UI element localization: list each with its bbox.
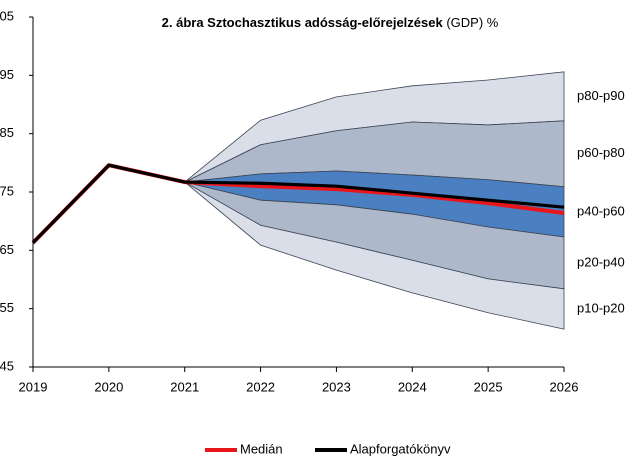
x-tick-label: 2024 xyxy=(398,379,427,394)
series-line xyxy=(31,163,565,244)
chart-title: 2. ábra Sztochasztikus adósság-előrejelz… xyxy=(162,15,499,30)
y-tick-label: 85 xyxy=(0,125,14,140)
band-label: p20-p40 xyxy=(577,254,625,269)
x-tick-label: 2023 xyxy=(322,379,351,394)
y-tick-label: 95 xyxy=(0,67,14,82)
band-label: p80-p90 xyxy=(577,88,625,103)
x-tick-label: 2019 xyxy=(19,379,48,394)
x-tick-label: 2022 xyxy=(246,379,275,394)
x-tick-label: 2026 xyxy=(550,379,579,394)
y-tick-label: 105 xyxy=(0,8,14,23)
legend-label: Medián xyxy=(240,441,283,456)
fan-band xyxy=(184,181,565,330)
y-tick-label: 45 xyxy=(0,358,14,373)
band-label: p60-p80 xyxy=(577,145,625,160)
x-tick-label: 2021 xyxy=(170,379,199,394)
band-label: p10-p20 xyxy=(577,300,625,315)
title-bold: 2. ábra Sztochasztikus adósság-előrejelz… xyxy=(162,15,444,30)
band-label: p40-p60 xyxy=(577,203,625,218)
y-tick-label: 65 xyxy=(0,242,14,257)
x-tick-label: 2025 xyxy=(474,379,503,394)
title-rest: (GDP) % xyxy=(443,15,499,30)
y-tick-label: 75 xyxy=(0,183,14,198)
x-tick-label: 2020 xyxy=(94,379,123,394)
y-tick-label: 55 xyxy=(0,300,14,315)
legend-label: Alapforgatókönyv xyxy=(350,441,451,456)
